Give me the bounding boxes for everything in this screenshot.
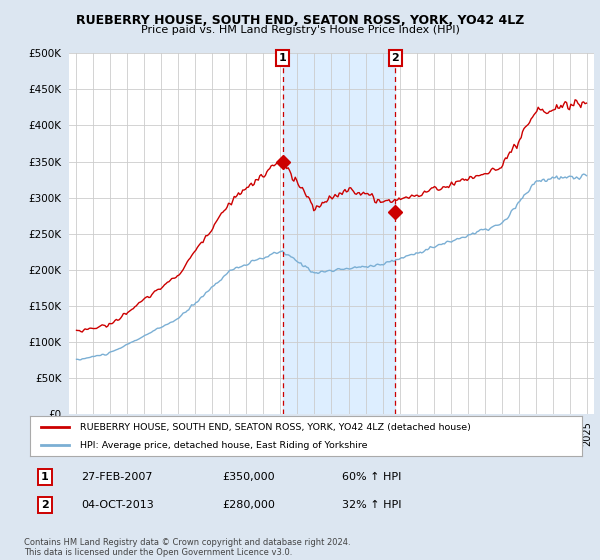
Text: Price paid vs. HM Land Registry's House Price Index (HPI): Price paid vs. HM Land Registry's House …	[140, 25, 460, 35]
Text: RUEBERRY HOUSE, SOUTH END, SEATON ROSS, YORK, YO42 4LZ (detached house): RUEBERRY HOUSE, SOUTH END, SEATON ROSS, …	[80, 423, 470, 432]
Text: 2: 2	[392, 53, 399, 63]
Bar	[283, 53, 395, 414]
Text: 27-FEB-2007: 27-FEB-2007	[81, 472, 152, 482]
Text: £350,000: £350,000	[222, 472, 275, 482]
Text: £280,000: £280,000	[222, 500, 275, 510]
Text: 2: 2	[41, 500, 49, 510]
Text: Contains HM Land Registry data © Crown copyright and database right 2024.
This d: Contains HM Land Registry data © Crown c…	[24, 538, 350, 557]
Text: 1: 1	[279, 53, 287, 63]
Text: RUEBERRY HOUSE, SOUTH END, SEATON ROSS, YORK, YO42 4LZ: RUEBERRY HOUSE, SOUTH END, SEATON ROSS, …	[76, 14, 524, 27]
Text: HPI: Average price, detached house, East Riding of Yorkshire: HPI: Average price, detached house, East…	[80, 441, 367, 450]
Text: 04-OCT-2013: 04-OCT-2013	[81, 500, 154, 510]
Text: 60% ↑ HPI: 60% ↑ HPI	[342, 472, 401, 482]
Text: 32% ↑ HPI: 32% ↑ HPI	[342, 500, 401, 510]
Text: 1: 1	[41, 472, 49, 482]
